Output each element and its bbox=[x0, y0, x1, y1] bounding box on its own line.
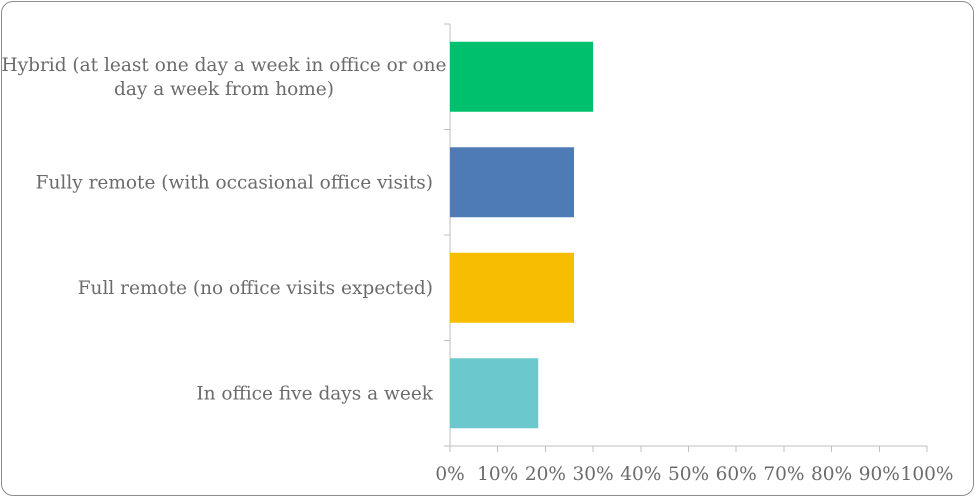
category-label: In office five days a week bbox=[196, 383, 433, 404]
x-tick-label: 50% bbox=[668, 464, 709, 485]
category-label: Full remote (no office visits expected) bbox=[78, 278, 433, 299]
x-tick-label: 90% bbox=[859, 464, 900, 485]
category-label: day a week from home) bbox=[114, 79, 334, 100]
category-label: Fully remote (with occasional office vis… bbox=[36, 172, 433, 193]
x-tick-labels: 0% 10% 20% 30% 40% 50% 60% 70% 80% 90% 100% bbox=[435, 464, 953, 485]
x-tick-label: 70% bbox=[763, 464, 804, 485]
bars bbox=[450, 41, 594, 429]
bar bbox=[450, 147, 575, 218]
x-tick-label: 30% bbox=[573, 464, 614, 485]
x-tick-label: 20% bbox=[525, 464, 566, 485]
x-tick-label: 10% bbox=[477, 464, 518, 485]
x-tick-label: 40% bbox=[620, 464, 661, 485]
category-labels: Hybrid (at least one day a week in offic… bbox=[2, 55, 447, 405]
bar bbox=[450, 252, 575, 323]
x-tick-label: 0% bbox=[435, 464, 464, 485]
category-label: Hybrid (at least one day a week in offic… bbox=[2, 55, 447, 76]
x-tick-label: 60% bbox=[716, 464, 757, 485]
x-tick-label: 80% bbox=[811, 464, 852, 485]
bar bbox=[450, 41, 594, 112]
x-tick-label: 100% bbox=[901, 464, 954, 485]
bar bbox=[450, 358, 539, 429]
